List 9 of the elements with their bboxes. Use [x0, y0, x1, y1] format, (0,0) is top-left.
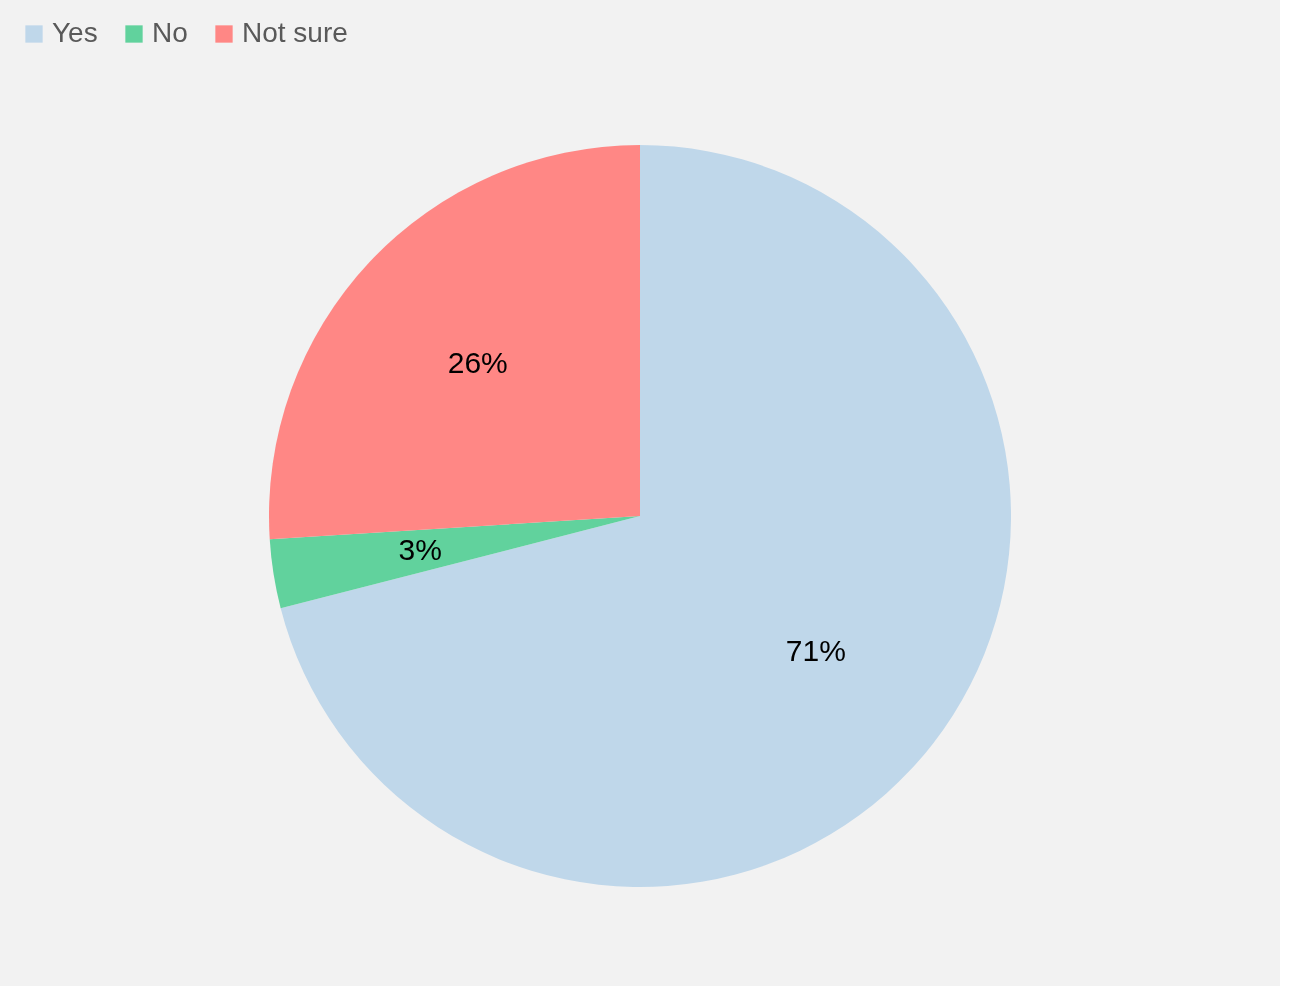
legend-label: No: [152, 17, 188, 48]
pie-slice: [269, 516, 640, 609]
legend-label: Not sure: [242, 17, 348, 48]
legend-label: Yes: [52, 17, 98, 48]
data-label: 71%: [785, 634, 846, 668]
data-label: 3%: [398, 532, 442, 566]
pie-slice: [280, 145, 1011, 887]
data-label: 26%: [447, 345, 508, 379]
pie-slice: [269, 145, 640, 540]
